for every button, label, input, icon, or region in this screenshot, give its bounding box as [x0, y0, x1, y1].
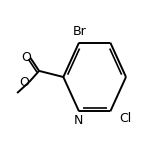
- Text: O: O: [20, 76, 29, 89]
- Text: O: O: [21, 51, 31, 64]
- Text: Br: Br: [73, 25, 87, 38]
- Text: N: N: [73, 114, 83, 127]
- Text: Cl: Cl: [119, 112, 131, 126]
